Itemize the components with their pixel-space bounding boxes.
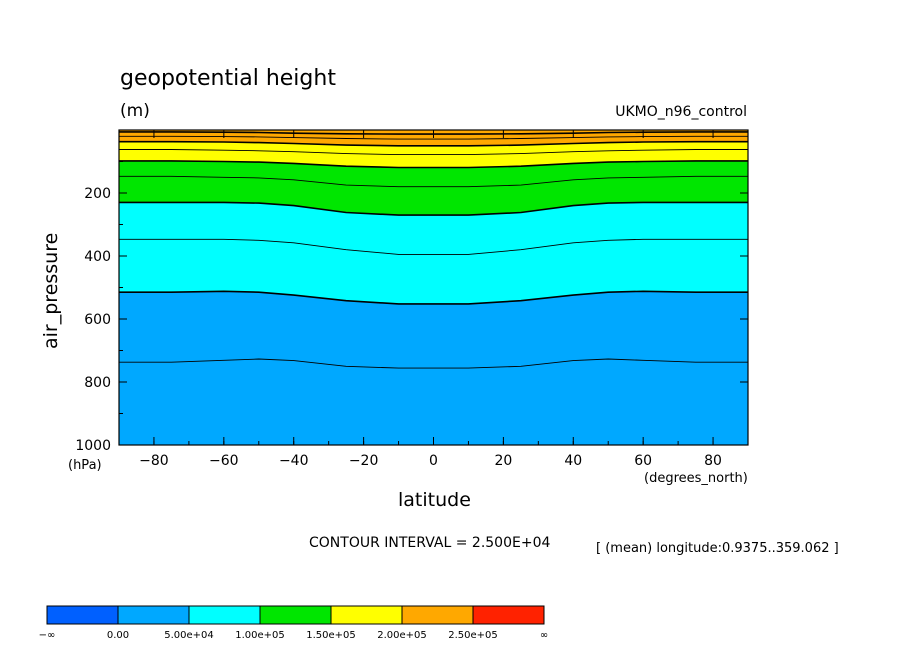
y-tick-label: 800 [84, 375, 111, 391]
x-tick-label: 0 [429, 453, 438, 469]
x-tick-label: 80 [704, 453, 722, 469]
x-tick-label: 20 [494, 453, 512, 469]
y-axis-label: air_pressure [40, 232, 62, 349]
x-tick-label: −60 [209, 453, 239, 469]
chart-units: (m) [120, 101, 150, 121]
contour-line [119, 149, 748, 156]
y-axis-ticks: 200 400 600 800 1000 [75, 161, 748, 454]
x-tick-label: −20 [349, 453, 379, 469]
colorbar-swatch [330, 605, 403, 625]
colorbar-swatch [188, 605, 261, 625]
y-tick-label: 200 [84, 186, 111, 202]
contour-line [119, 175, 748, 188]
contour-line [119, 238, 748, 255]
x-tick-label: 40 [564, 453, 582, 469]
y-tick-label: 1000 [75, 438, 111, 454]
colorbar-label: ∞ [540, 630, 548, 641]
contour-fills [119, 130, 748, 445]
x-axis-label: latitude [398, 489, 471, 511]
fill-band [119, 149, 748, 168]
contour-interval-label: CONTOUR INTERVAL = 2.500E+04 [309, 535, 551, 551]
colorbar: −∞ 0.00 5.00e+04 1.00e+05 1.50e+05 2.00e+05 2.… [39, 605, 548, 641]
x-axis-ticks: −80 −60 −40 −20 0 20 40 60 80 [118, 130, 749, 469]
contour-line [119, 290, 748, 305]
contour-line [119, 135, 748, 140]
y-tick-label: 600 [84, 312, 111, 328]
x-tick-label: −80 [139, 453, 169, 469]
y-axis-unit: (hPa) [68, 458, 102, 473]
colorbar-label: 1.50e+05 [306, 630, 356, 641]
colorbar-swatch [401, 605, 474, 625]
colorbar-swatch [472, 605, 545, 625]
colorbar-label: 0.00 [107, 630, 129, 641]
contour-line [119, 140, 748, 147]
colorbar-swatch [259, 605, 332, 625]
contour-line [119, 160, 748, 169]
dataset-label: UKMO_n96_control [615, 104, 747, 120]
fill-band [119, 141, 748, 155]
x-tick-label: 60 [634, 453, 652, 469]
colorbar-label: 1.00e+05 [235, 630, 285, 641]
contour-line [119, 358, 748, 369]
fill-band [119, 160, 748, 187]
colorbar-swatch [46, 605, 119, 625]
x-tick-label: −40 [279, 453, 309, 469]
x-axis-unit: (degrees_north) [644, 471, 748, 486]
contour-line [119, 201, 748, 216]
fill-band [119, 176, 748, 216]
colorbar-label: 5.00e+04 [164, 630, 214, 641]
fill-band [119, 239, 748, 304]
fill-band [119, 291, 748, 369]
chart-title: geopotential height [120, 66, 336, 91]
y-tick-label: 400 [84, 249, 111, 265]
fill-band [119, 136, 748, 146]
colorbar-label: −∞ [39, 630, 56, 641]
colorbar-swatch [117, 605, 190, 625]
colorbar-label: 2.00e+05 [377, 630, 427, 641]
fill-band [119, 359, 748, 445]
colorbar-label: 2.50e+05 [448, 630, 498, 641]
mean-longitude-note: [ (mean) longitude:0.9375..359.062 ] [596, 541, 839, 556]
